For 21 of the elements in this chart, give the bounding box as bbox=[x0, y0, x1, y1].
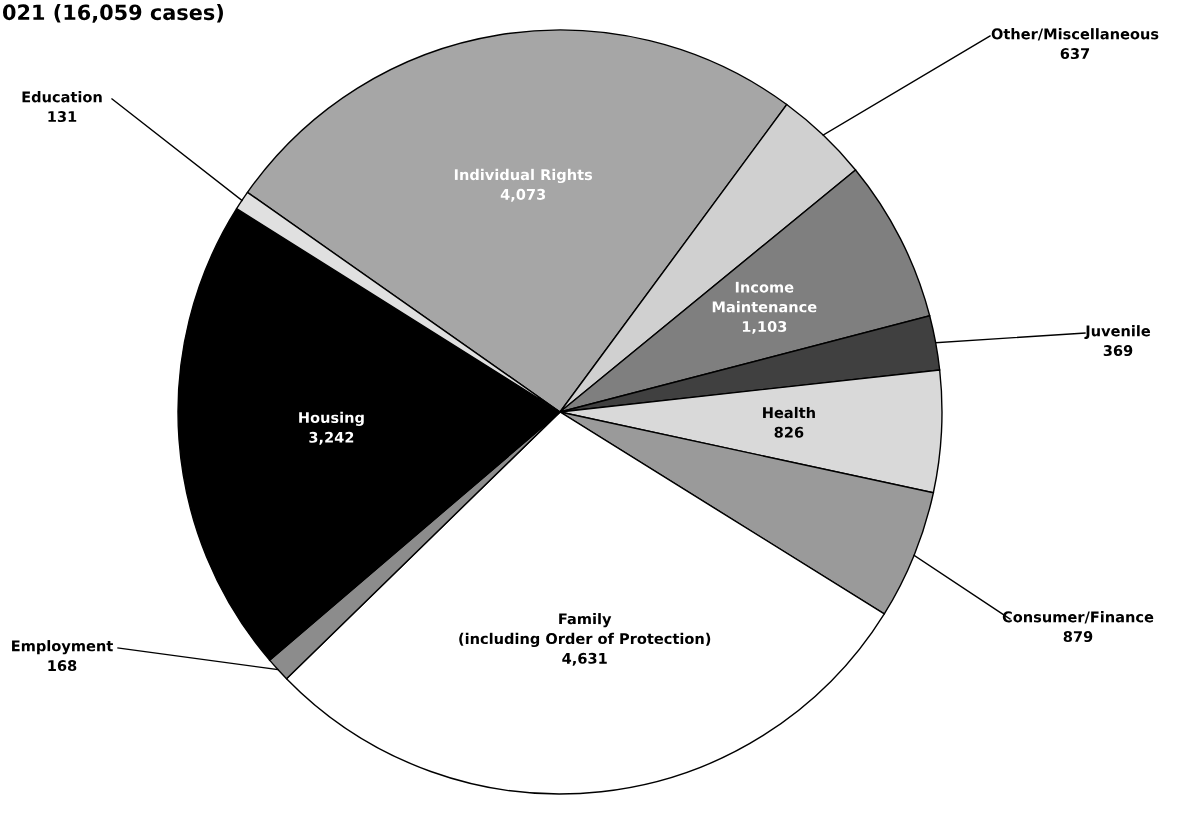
chart-title: 021 (16,059 cases) bbox=[3, 4, 223, 23]
data-label: 369 bbox=[1103, 345, 1133, 357]
slice-label: Housing bbox=[299, 411, 364, 426]
data-label: 4,073 bbox=[500, 188, 546, 202]
data-label: 637 bbox=[1060, 48, 1090, 60]
slice-label: Education bbox=[22, 91, 102, 103]
slice-label: Income Maintenance bbox=[712, 281, 817, 313]
data-label: 1,103 bbox=[742, 320, 787, 334]
slice-label: Family (including Order of Protection) bbox=[459, 613, 711, 648]
data-label: 826 bbox=[774, 426, 804, 438]
data-label: 168 bbox=[48, 660, 77, 672]
data-label: 3,242 bbox=[309, 431, 354, 445]
data-label: 4,631 bbox=[562, 652, 607, 666]
slice-label: Consumer/Finance bbox=[1002, 611, 1154, 624]
data-label: 879 bbox=[1063, 631, 1093, 643]
slice-label: Other/Miscellaneous bbox=[991, 28, 1159, 41]
slice-label: Health bbox=[763, 406, 815, 419]
data-label: 131 bbox=[48, 111, 77, 123]
slice-label: Individual Rights bbox=[454, 168, 593, 184]
slice-label: Employment bbox=[12, 640, 113, 655]
slice-label: Juvenile bbox=[1084, 325, 1151, 340]
